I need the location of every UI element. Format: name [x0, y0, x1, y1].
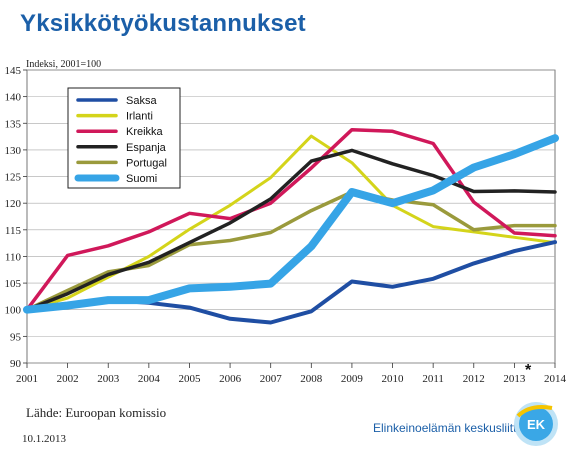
- y-tick-label: 120: [5, 198, 22, 210]
- legend-label: Irlanti: [126, 111, 153, 123]
- legend-label: Suomi: [126, 173, 157, 185]
- x-tick-label: 2013: [503, 373, 526, 385]
- y-tick-label: 110: [5, 251, 22, 263]
- y-tick-label: 115: [5, 225, 22, 237]
- date-note: 10.1.2013: [22, 433, 66, 445]
- x-tick-label: 2008: [300, 373, 323, 385]
- legend-label: Kreikka: [126, 126, 164, 138]
- series-line-suomi: [23, 134, 559, 314]
- y-tick-label: 125: [5, 172, 22, 184]
- x-tick-label: 2012: [463, 373, 485, 385]
- x-tick-label: 2010: [382, 373, 405, 385]
- series-lines: [23, 127, 559, 325]
- chart-title: Yksikkötyökustannukset: [20, 10, 306, 37]
- forecast-marker: *: [525, 362, 532, 379]
- y-tick-labels: 90 95 100 105 110 115 120 125 130 135 140 145: [5, 65, 22, 370]
- x-tick-label: 2005: [178, 373, 201, 385]
- y-tick-label: 95: [10, 331, 22, 343]
- logo-text: EK: [527, 417, 546, 432]
- x-tick-label: 2003: [97, 373, 120, 385]
- series-line-saksa: [25, 240, 557, 325]
- legend-label: Espanja: [126, 142, 167, 154]
- x-tick-label: 2011: [422, 373, 444, 385]
- x-tick-label: 2004: [138, 373, 161, 385]
- series-line-portugal: [25, 190, 557, 312]
- y-tick-label: 105: [5, 278, 22, 290]
- x-tick-label: 2009: [341, 373, 364, 385]
- y-tick-label: 145: [5, 65, 22, 77]
- series-line-kreikka: [25, 127, 557, 312]
- y-tick-label: 135: [5, 118, 22, 130]
- legend: Saksa Irlanti Kreikka Espanja Portugal Suomi: [67, 87, 181, 189]
- legend-box: [67, 87, 181, 189]
- y-tick-label: 140: [5, 92, 22, 104]
- x-tick-label: 2014: [544, 373, 567, 385]
- y-axis-label: Indeksi, 2001=100: [26, 59, 102, 70]
- series-line-espanja: [25, 148, 557, 312]
- organization-name: Elinkeinoelämän keskusliitto: [373, 421, 524, 435]
- ek-logo-icon: EK: [514, 402, 558, 446]
- x-tick-labels: 2001 2002 2003 2004 2005 2006 2007 2008 2009 2010…: [16, 373, 567, 385]
- y-tick-label: 130: [5, 145, 22, 157]
- x-tick-label: 2007: [260, 373, 283, 385]
- x-tick-label: 2006: [219, 373, 242, 385]
- legend-label: Saksa: [126, 95, 157, 107]
- x-tick-label: 2002: [57, 373, 79, 385]
- x-tick-label: 2001: [16, 373, 38, 385]
- y-tick-label: 100: [5, 305, 22, 317]
- legend-label: Portugal: [126, 157, 167, 169]
- y-tick-label: 90: [10, 358, 22, 370]
- source-note: Lähde: Euroopan komissio: [26, 405, 167, 420]
